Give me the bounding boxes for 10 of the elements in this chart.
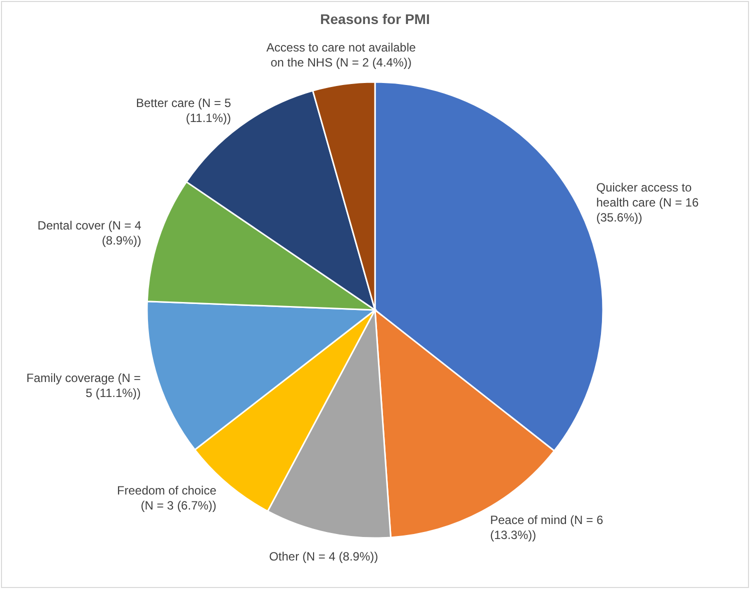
chart-title: Reasons for PMI <box>320 11 430 27</box>
slice-label: Quicker access to health care (N = 16 (35.6%)) <box>596 180 699 224</box>
slice-label: Family coverage (N = 5 (11.1%)) <box>26 370 141 400</box>
data-label: (N = 3 (6.7%)) <box>140 498 216 513</box>
slice-label: Access to care not available on the NHS (N = 2 (4.4%)) <box>266 40 416 70</box>
slice-label: Better care (N = 5 (11.1%)) <box>136 96 232 126</box>
slice-label: Dental cover (N = 4 (8.9%)) <box>38 218 142 248</box>
slice-label: Peace of mind (N = 6 (13.3%)) <box>490 512 604 542</box>
slice-label: Other (N = 4 (8.9%)) <box>269 550 378 564</box>
slice-label: Freedom of choice <box>117 484 217 498</box>
